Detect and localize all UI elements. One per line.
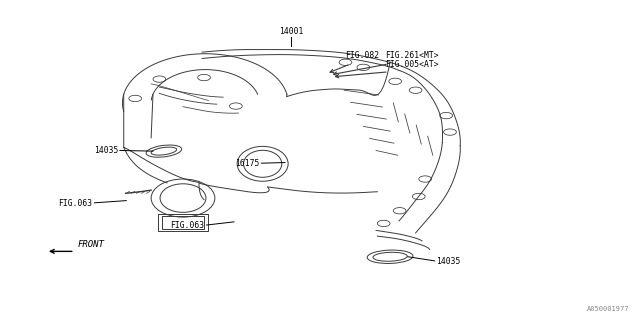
Text: 14035: 14035: [93, 146, 118, 155]
Text: FIG.063: FIG.063: [170, 221, 204, 230]
Text: FIG.005<AT>: FIG.005<AT>: [385, 60, 438, 69]
Text: FRONT: FRONT: [78, 240, 105, 250]
Text: 14001: 14001: [279, 27, 303, 36]
Text: FIG.082: FIG.082: [346, 52, 380, 60]
Text: FIG.063: FIG.063: [58, 199, 93, 208]
Text: FIG.261<MT>: FIG.261<MT>: [385, 52, 438, 60]
Text: A050001977: A050001977: [586, 306, 629, 312]
Text: 16175: 16175: [235, 159, 259, 168]
Text: 14035: 14035: [436, 257, 460, 266]
